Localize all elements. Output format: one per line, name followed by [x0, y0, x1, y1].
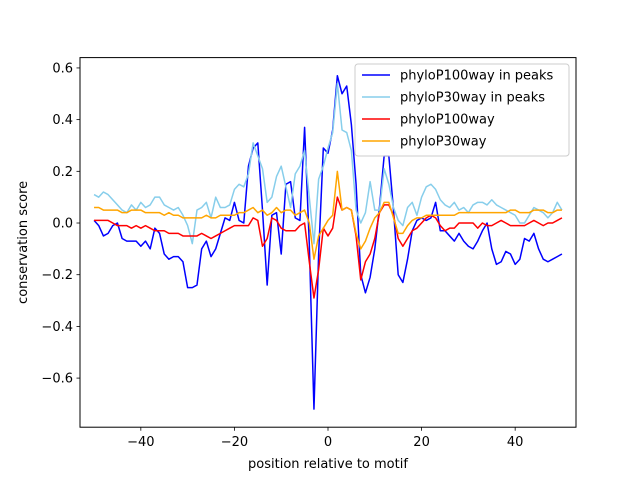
x-tick-label: 20: [413, 435, 430, 450]
y-tick-label: −0.4: [41, 320, 73, 335]
axis-ticks: −40 −20 0 20 40 −0.6 −0.4 −0.2 0.0 0.2 0.4 0.6: [41, 61, 523, 450]
x-axis-label: position relative to motif: [248, 457, 408, 472]
legend-label: phyloP100way in peaks: [400, 69, 554, 84]
y-tick-label: 0.0: [52, 217, 73, 232]
series-line-3: [94, 170, 562, 260]
x-tick-label: −20: [221, 435, 248, 450]
legend-box: [354, 63, 570, 157]
x-tick-label: −40: [127, 435, 154, 450]
legend-label: phyloP100way: [400, 113, 495, 128]
series-line-1: [93, 82, 563, 245]
y-axis-label: conservation score: [16, 181, 31, 304]
legend-label: phyloP30way in peaks: [400, 91, 545, 106]
y-tick-label: −0.6: [41, 372, 73, 387]
series-line-2: [94, 196, 563, 299]
y-tick-label: 0.6: [52, 61, 73, 76]
series-lines: [93, 74, 563, 410]
x-tick-label: 40: [507, 435, 524, 450]
plot-frame: [79, 57, 577, 428]
series-line-0: [93, 74, 563, 410]
x-tick-label: 0: [324, 435, 332, 450]
y-tick-label: 0.2: [52, 165, 73, 180]
legend: phyloP100way in peaks phyloP30way in peak…: [354, 63, 570, 157]
y-tick-label: 0.4: [52, 113, 73, 128]
legend-label: phyloP30way: [400, 135, 487, 150]
y-tick-label: −0.2: [41, 268, 73, 283]
